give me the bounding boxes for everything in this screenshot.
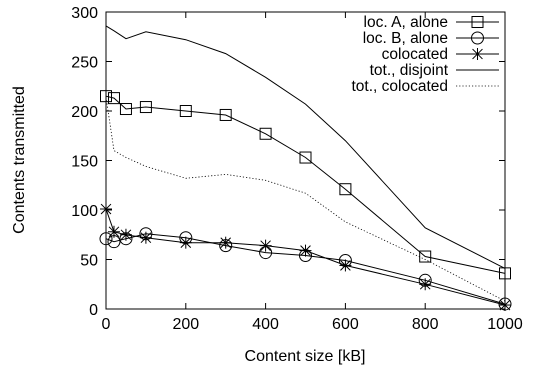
plot-frame — [105, 11, 506, 310]
series-layer — [99, 25, 512, 312]
data-point — [299, 244, 312, 257]
legend-label: loc. B, alone — [363, 30, 448, 47]
data-point — [179, 236, 192, 249]
series-line — [105, 25, 506, 269]
y-tick-label: 150 — [71, 154, 98, 171]
y-tick-label: 300 — [71, 5, 98, 22]
data-point — [119, 228, 132, 241]
y-tick-label: 250 — [71, 55, 98, 72]
data-point — [219, 236, 232, 249]
x-axis-label: Content size [kB] — [245, 348, 366, 365]
data-point — [299, 151, 312, 164]
data-point — [139, 231, 152, 244]
series-tot-colocated — [105, 97, 506, 302]
data-point — [339, 183, 352, 196]
data-point — [139, 101, 152, 114]
series-tot-disjoint — [105, 25, 506, 269]
legend-marker — [471, 48, 484, 60]
series-line — [105, 97, 506, 302]
y-tick-label: 100 — [71, 203, 98, 220]
data-point — [179, 105, 192, 117]
legend-marker — [471, 31, 484, 45]
data-point — [419, 278, 432, 291]
legend-label: loc. A, alone — [364, 14, 448, 31]
legend-label: tot., colocated — [351, 78, 448, 95]
data-point — [219, 108, 232, 121]
data-point — [259, 127, 272, 140]
axes: 0 200 400 600 800 1000 0 50 100 150 200 250 300 — [71, 5, 523, 333]
series-loc-a-alone — [100, 90, 511, 280]
legend-marker — [471, 16, 484, 28]
data-point — [339, 259, 352, 272]
series-colocated — [100, 203, 511, 312]
data-point — [259, 239, 272, 252]
x-tick-label: 400 — [252, 316, 279, 333]
x-tick-label: 0 — [102, 316, 111, 333]
x-tick-label: 800 — [412, 316, 439, 333]
x-tick-label: 1000 — [487, 316, 523, 333]
y-tick-label: 50 — [80, 253, 98, 270]
series-line — [105, 95, 506, 274]
series-line — [105, 208, 506, 306]
data-point — [107, 225, 120, 238]
y-tick-label: 200 — [71, 104, 98, 121]
legend-label: tot., disjoint — [370, 62, 449, 79]
legend-label: colocated — [382, 46, 448, 63]
y-axis-label: Contents transmitted — [11, 86, 28, 234]
x-tick-label: 200 — [172, 316, 199, 333]
data-point — [119, 103, 132, 116]
series-line — [105, 233, 506, 305]
y-tick-label: 0 — [89, 302, 98, 319]
data-point — [107, 92, 120, 105]
x-tick-label: 600 — [332, 316, 359, 333]
